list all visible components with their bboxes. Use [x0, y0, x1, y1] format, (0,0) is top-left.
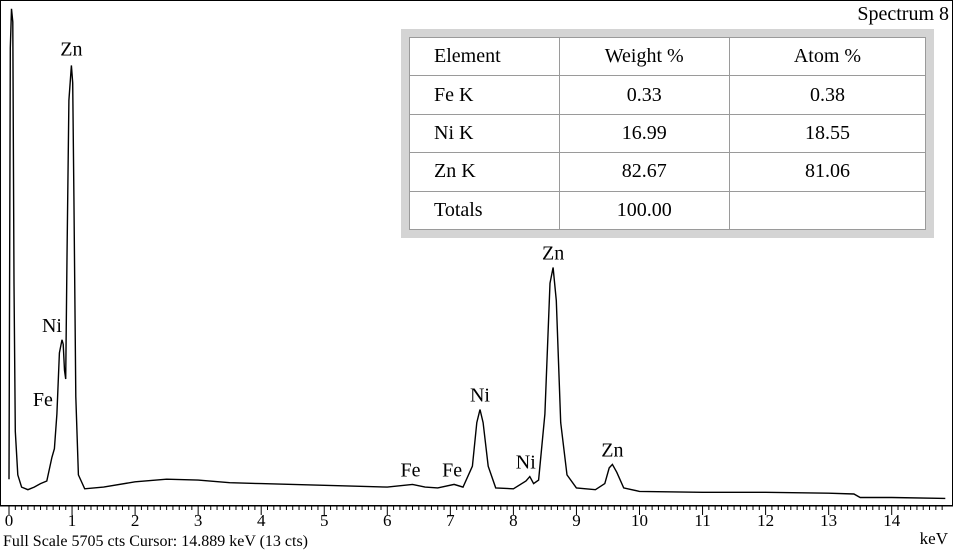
x-tick-label: 2 — [131, 511, 140, 530]
header-atom: Atom % — [728, 36, 927, 77]
x-tick-label: 13 — [820, 511, 837, 530]
cell-element: Totals — [409, 190, 560, 231]
peak-label: Fe — [401, 459, 421, 481]
table-row: Totals 100.00 — [409, 190, 927, 231]
results-table-panel: Element Weight % Atom % Fe K 0.33 0.38 N… — [401, 29, 934, 238]
peak-label: Ni — [516, 452, 536, 474]
peak-label: Fe — [33, 389, 53, 411]
spectrum-title: Spectrum 8 — [857, 3, 949, 25]
x-tick-label: 11 — [694, 511, 710, 530]
table-row: Zn K 82.67 81.06 — [409, 152, 927, 192]
cell-weight: 16.99 — [558, 113, 730, 154]
x-tick-label: 6 — [383, 511, 392, 530]
table-header-row: Element Weight % Atom % — [409, 36, 927, 77]
x-tick-label: 14 — [883, 511, 901, 530]
cell-weight: 0.33 — [558, 75, 730, 115]
x-tick-label: 12 — [757, 511, 774, 530]
header-element: Element — [409, 36, 560, 77]
composition-table: Element Weight % Atom % Fe K 0.33 0.38 N… — [409, 36, 927, 231]
x-tick-label: 4 — [257, 511, 266, 530]
cell-weight: 82.67 — [558, 152, 730, 192]
peak-label: Ni — [470, 385, 490, 407]
x-axis-unit-label: keV — [920, 529, 949, 548]
cell-atom: 0.38 — [728, 75, 927, 115]
header-weight: Weight % — [558, 36, 730, 77]
x-axis: 0 1 2 3 4 5 6 7 8 9 10 11 12 13 14 — [0, 505, 953, 530]
x-tick-label: 5 — [320, 511, 329, 530]
cell-weight: 100.00 — [558, 190, 730, 231]
x-tick-label: 0 — [5, 511, 14, 530]
peak-label: Zn — [60, 38, 82, 60]
spectrum-series-line — [8, 8, 946, 500]
cell-atom: 81.06 — [728, 152, 927, 192]
peak-label: Ni — [42, 315, 62, 337]
peak-label: Zn — [601, 439, 623, 461]
x-tick-label: 10 — [631, 511, 648, 530]
x-tick-label: 7 — [446, 511, 455, 530]
peak-label: Zn — [542, 243, 564, 265]
x-tick-label: 9 — [572, 511, 581, 530]
cell-element: Fe K — [409, 75, 560, 115]
status-line: Full Scale 5705 cts Cursor: 14.889 keV (… — [3, 533, 308, 550]
peak-labels: Zn Ni Fe Fe Fe Ni Ni Zn Zn — [33, 38, 624, 481]
cell-atom: 18.55 — [728, 113, 927, 154]
x-tick-label: 3 — [194, 511, 203, 530]
cell-atom — [728, 190, 927, 231]
x-tick-label: 1 — [68, 511, 77, 530]
table-row: Ni K 16.99 18.55 — [409, 113, 927, 154]
table-row: Fe K 0.33 0.38 — [409, 75, 927, 115]
cell-element: Zn K — [409, 152, 560, 192]
cell-element: Ni K — [409, 113, 560, 154]
peak-label: Fe — [442, 459, 462, 481]
x-tick-label: 8 — [509, 511, 518, 530]
